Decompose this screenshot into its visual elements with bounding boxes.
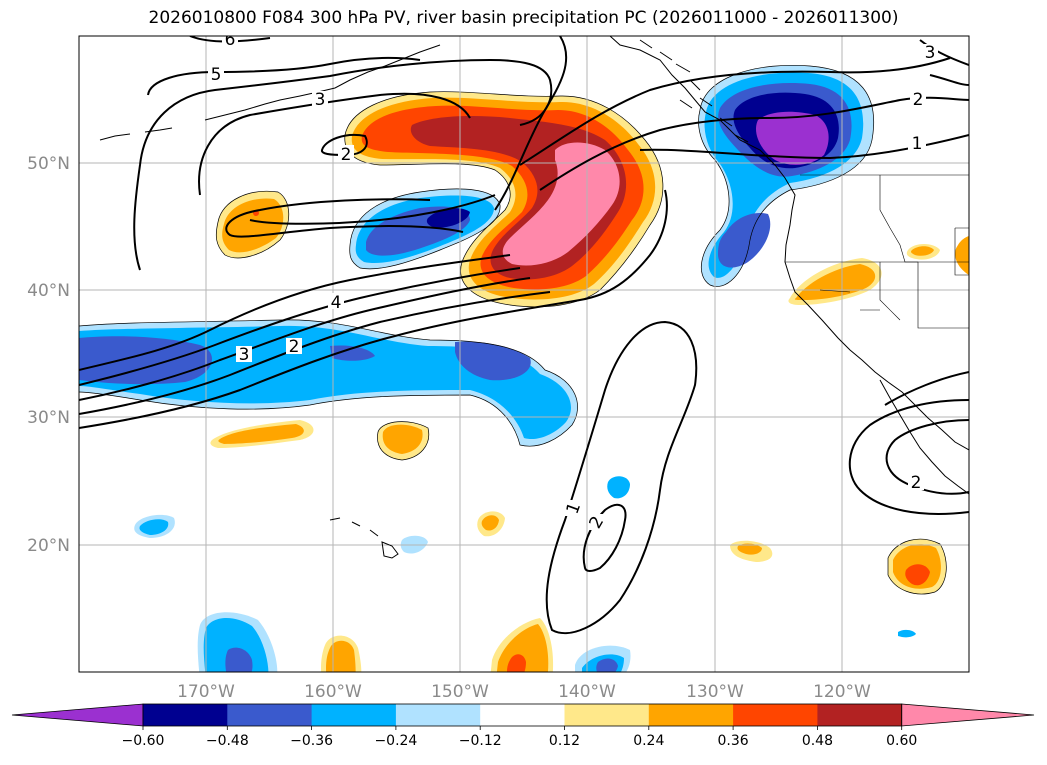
neg-small-spots <box>134 476 916 672</box>
lon-label: 140°W <box>558 682 616 702</box>
neg-region-subtropical <box>79 319 578 447</box>
pos-region-main <box>344 91 663 307</box>
colorbar-outline <box>142 703 903 727</box>
shading-outlines <box>79 65 947 595</box>
colorbar-segment <box>395 704 481 726</box>
lon-label: 120°W <box>813 682 871 702</box>
contour-label: 4 <box>331 293 342 313</box>
colorbar-tick-label: −0.60 <box>122 733 165 749</box>
contour-label: 2 <box>913 90 924 110</box>
lon-label: 170°W <box>177 682 235 702</box>
colorbar-tick-label: −0.24 <box>374 733 417 749</box>
chart-title: 2026010800 F084 300 hPa PV, river basin … <box>148 8 899 28</box>
neg-region-northwest <box>698 65 874 287</box>
lon-label: 130°W <box>686 682 744 702</box>
contour-label: 5 <box>211 65 222 85</box>
lon-label: 160°W <box>304 682 362 702</box>
contour-label: 2 <box>911 473 922 493</box>
colorbar-tick-label: 0.48 <box>802 733 833 749</box>
neg-region-central <box>349 188 501 269</box>
lat-label: 30°N <box>27 408 70 428</box>
coastlines <box>99 36 969 559</box>
lat-labels: 50°N 40°N 30°N 20°N <box>27 154 70 556</box>
borders <box>785 174 969 329</box>
colorbar-segment <box>311 704 397 726</box>
colorbar-segment <box>143 704 228 726</box>
map-area: 6 5 3 3 2 1 4 3 2 2 2 1 2 <box>79 30 969 672</box>
graticule <box>79 36 969 672</box>
colorbar-tick-label: 0.36 <box>718 733 749 749</box>
colorbar-segment <box>480 704 565 726</box>
colorbar-segment <box>733 704 818 726</box>
colorbar-tick-label: 0.24 <box>633 733 664 749</box>
colorbar-extend-max <box>901 703 1035 727</box>
colorbar-tick-label: −0.12 <box>459 733 502 749</box>
contour-label: 3 <box>239 345 250 365</box>
colorbar-tick-label: −0.48 <box>206 733 249 749</box>
lat-label: 20°N <box>27 536 70 556</box>
colorbar-segment <box>227 704 313 726</box>
contour-label: 3 <box>925 43 936 63</box>
lon-label: 150°W <box>431 682 489 702</box>
colorbar-tick-label: 0.12 <box>549 733 580 749</box>
lat-label: 50°N <box>27 154 70 174</box>
colorbar-segment <box>564 704 650 726</box>
colorbar-segment <box>817 704 903 726</box>
contour-label: 3 <box>315 90 326 110</box>
contour-label: 6 <box>225 30 236 50</box>
colorbar-segment <box>648 704 734 726</box>
contour-label: 2 <box>341 145 352 165</box>
lon-labels: 170°W 160°W 150°W 140°W 130°W 120°W <box>177 682 871 702</box>
contour-label: 1 <box>912 134 923 154</box>
map-frame <box>78 35 970 673</box>
colorbar-tick-label: 0.60 <box>886 733 917 749</box>
colorbar-tick-label: −0.36 <box>290 733 333 749</box>
contour-label: 2 <box>289 337 300 357</box>
lat-label: 40°N <box>27 281 70 301</box>
colorbar: −0.60 −0.48 −0.36 −0.24 −0.12 0.12 0.24 0.36 0.4… <box>11 703 1035 749</box>
contour-labels: 6 5 3 3 2 1 4 3 2 2 2 1 2 <box>208 30 938 532</box>
colorbar-extend-min <box>11 703 144 727</box>
